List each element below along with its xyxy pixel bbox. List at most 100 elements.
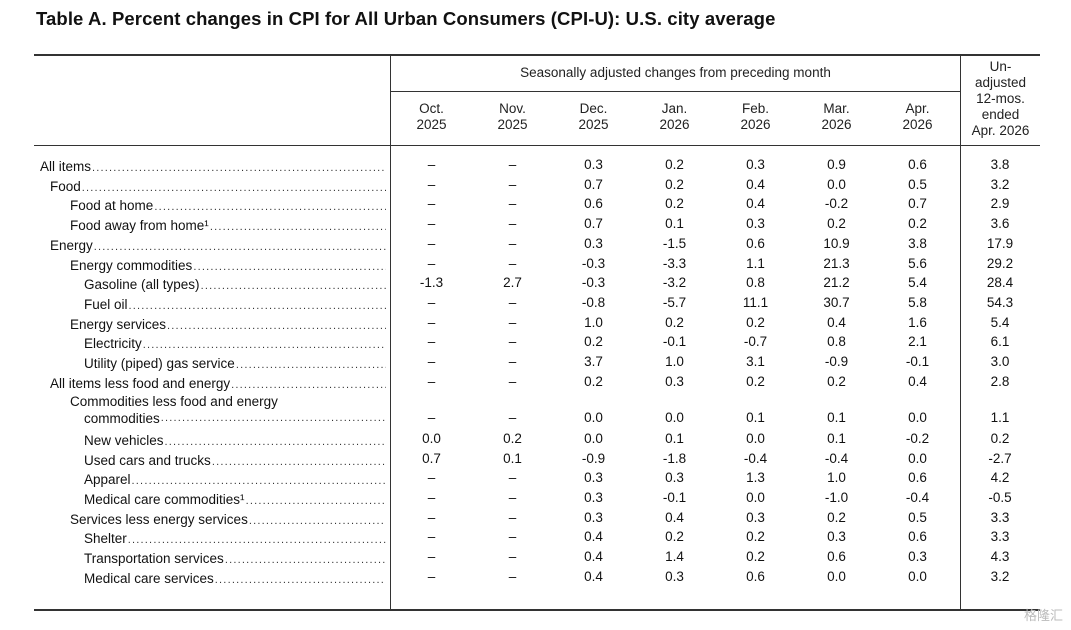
row-value: 0.2 xyxy=(827,373,846,389)
row-value: 0.1 xyxy=(827,430,846,446)
table-top-rule xyxy=(34,54,1040,56)
row-value: – xyxy=(427,470,436,486)
row-value: 0.2 xyxy=(827,509,846,525)
row-value: 0.1 xyxy=(827,410,846,426)
row-value: -1.0 xyxy=(824,490,849,505)
row-value: -3.2 xyxy=(662,275,687,291)
row-value: 0.0 xyxy=(665,410,684,426)
row-value: 0.8 xyxy=(746,275,765,291)
row-value: 4.2 xyxy=(990,470,1010,486)
row-value: 0.3 xyxy=(584,157,603,172)
row-value: 0.3 xyxy=(584,509,603,525)
row-label: Fuel oil xyxy=(84,293,386,312)
row-value: 0.2 xyxy=(665,314,684,330)
row-value: – xyxy=(427,196,436,212)
table-row: Food at home – – 0.6 0.2 0.4 -0.2 0.7 2.9 xyxy=(34,194,1040,213)
row-value: 2.7 xyxy=(503,275,522,291)
row-value: 1.1 xyxy=(990,410,1010,426)
row-value: – xyxy=(508,216,517,232)
row-value: 2.9 xyxy=(990,196,1010,212)
table-row: All items less food and energy – – 0.2 0.3 0.… xyxy=(34,372,1040,391)
row-value: 0.3 xyxy=(908,549,927,565)
row-value: 0.4 xyxy=(584,529,603,545)
row-value: – xyxy=(508,529,517,545)
row-value: 0.8 xyxy=(827,334,846,350)
row-value: 0.2 xyxy=(746,314,765,330)
row-value: 0.6 xyxy=(584,196,603,212)
table-row: Energy – – 0.3 -1.5 0.6 10.9 3.8 17.9 xyxy=(34,234,1040,253)
row-value: 0.6 xyxy=(746,235,765,251)
row-label: Gasoline (all types) xyxy=(84,273,386,292)
row-label: Shelter xyxy=(84,527,386,546)
row-value: – xyxy=(508,235,517,251)
row-value: 21.3 xyxy=(823,255,850,271)
table-title: Table A. Percent changes in CPI for All … xyxy=(36,8,776,29)
row-label: Electricity xyxy=(84,332,386,351)
row-value: -0.7 xyxy=(743,334,768,350)
unadjusted-header: Un- adjusted 12-mos. ended Apr. 2026 xyxy=(971,59,1030,138)
table-row: New vehicles 0.0 0.2 0.0 0.1 0.0 0.1 -0.2 0.2 xyxy=(34,429,1040,448)
row-value: 5.8 xyxy=(908,294,927,310)
row-value: -2.7 xyxy=(988,450,1012,466)
row-label: Medical care services xyxy=(84,567,386,586)
row-value: – xyxy=(508,490,517,505)
row-value: 28.4 xyxy=(986,275,1014,291)
row-value: 0.1 xyxy=(665,216,684,232)
row-value: – xyxy=(427,255,436,271)
row-value: – xyxy=(427,235,436,251)
row-value: 0.2 xyxy=(908,216,927,232)
row-value: 0.5 xyxy=(908,509,927,525)
row-value: – xyxy=(508,549,517,565)
row-value: 17.9 xyxy=(986,235,1014,251)
row-value: 0.4 xyxy=(665,509,684,525)
row-label: Apparel xyxy=(84,468,386,487)
table-bottom-rule xyxy=(34,609,1040,611)
row-label: All items less food and energy xyxy=(50,372,386,391)
row-value: 0.2 xyxy=(503,430,522,446)
row-value: 0.5 xyxy=(908,176,927,192)
table-row: Energy services – – 1.0 0.2 0.2 0.4 1.6 5.4 xyxy=(34,313,1040,332)
row-value: -3.3 xyxy=(662,255,687,271)
row-value: – xyxy=(508,410,517,426)
row-value: – xyxy=(427,529,436,545)
table-row: Medical care commodities¹ – – 0.3 -0.1 0.0 -1.… xyxy=(34,488,1040,507)
row-value: 0.1 xyxy=(746,410,765,426)
row-value: 0.7 xyxy=(908,196,927,212)
row-value: – xyxy=(427,373,436,389)
table-row: Apparel – – 0.3 0.3 1.3 1.0 0.6 4.2 xyxy=(34,468,1040,487)
month-header-5: Mar. 2026 xyxy=(821,101,852,132)
row-value: -1.8 xyxy=(662,450,687,466)
month-header-3: Jan. 2026 xyxy=(659,101,690,132)
row-label: Energy commodities xyxy=(70,254,386,273)
month-header-0: Oct. 2025 xyxy=(416,101,447,132)
row-value: -0.1 xyxy=(662,334,687,350)
row-value: – xyxy=(508,255,517,271)
watermark-logo: 格隆汇 xyxy=(1023,609,1063,624)
month-header-2: Dec. 2025 xyxy=(578,101,609,132)
row-value: -0.3 xyxy=(581,275,606,291)
row-value: 0.7 xyxy=(584,176,603,192)
table-row: All items – – 0.3 0.2 0.3 0.9 0.6 3.8 xyxy=(34,155,1040,174)
row-value: 0.3 xyxy=(665,568,684,584)
row-value: 0.2 xyxy=(746,373,765,389)
row-value: -0.9 xyxy=(824,354,849,369)
row-value: 0.0 xyxy=(584,410,603,426)
table-row: Transportation services – – 0.4 1.4 0.2 0.6 0.3… xyxy=(34,547,1040,566)
row-value: 10.9 xyxy=(823,235,850,251)
row-value: 3.1 xyxy=(746,354,765,369)
table-row: Services less energy services – – 0.3 0.4 0.3… xyxy=(34,508,1040,527)
table-row: Used cars and trucks 0.7 0.1 -0.9 -1.8 -0.4 -0… xyxy=(34,449,1040,468)
row-label: Commodities less food and energy commodit… xyxy=(70,391,386,427)
row-value: -0.9 xyxy=(581,450,606,466)
row-value: – xyxy=(427,354,436,369)
row-value: 0.6 xyxy=(908,529,927,545)
row-value: 0.3 xyxy=(584,235,603,251)
row-value: – xyxy=(427,334,436,350)
row-value: 0.7 xyxy=(422,450,441,466)
row-value: 3.2 xyxy=(990,176,1010,192)
row-value: – xyxy=(427,294,436,310)
row-value: 0.0 xyxy=(584,430,603,446)
row-value: 0.1 xyxy=(503,450,522,466)
row-value: -0.1 xyxy=(662,490,687,505)
row-label: Medical care commodities¹ xyxy=(84,488,386,507)
